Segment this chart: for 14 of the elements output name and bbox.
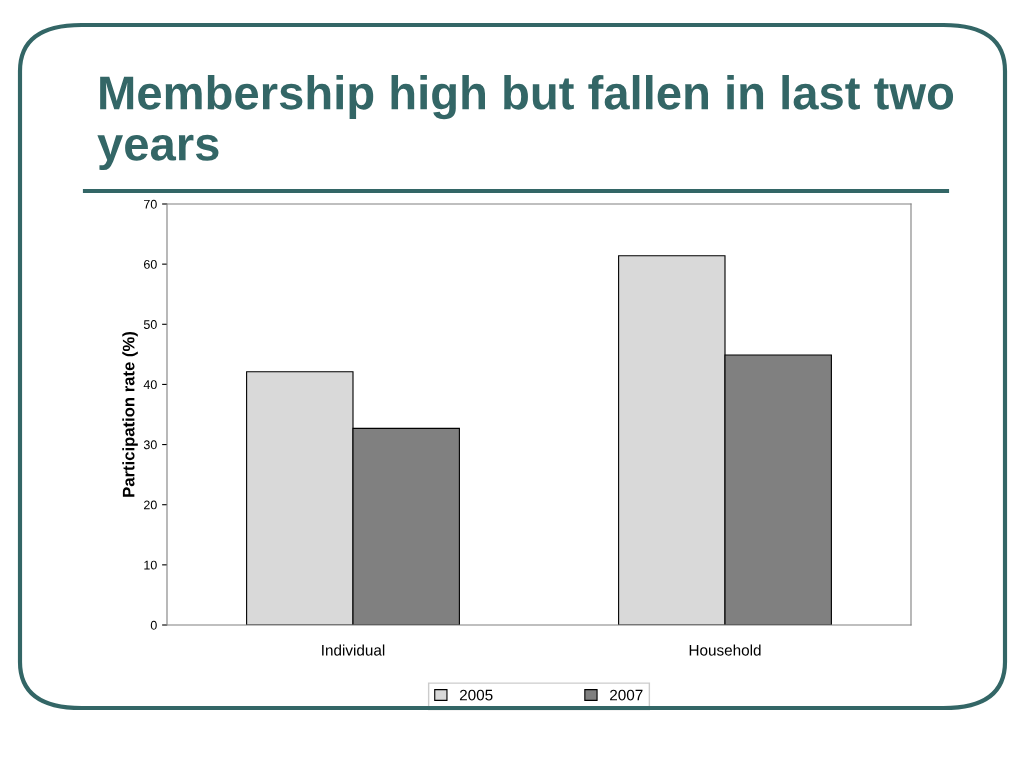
y-axis-title: Participation rate (%) (122, 331, 138, 497)
legend-label: 2007 (610, 689, 643, 701)
y-tick-label: 50 (143, 320, 157, 329)
y-tick-label: 0 (150, 620, 157, 630)
x-tick-label: Household (689, 644, 761, 656)
y-tick-label: 30 (143, 440, 157, 450)
y-tick-label: 60 (144, 259, 157, 269)
y-tick-label: 20 (144, 500, 157, 510)
y-tick-label: 40 (143, 380, 157, 390)
y-tick-label: 10 (144, 560, 157, 570)
y-tick-label: 70 (144, 199, 157, 209)
x-tick-label: Individual (322, 644, 385, 656)
chart-title: Membership high but fallen in last two years (97, 75, 954, 171)
legend-label: 2005 (459, 689, 493, 701)
